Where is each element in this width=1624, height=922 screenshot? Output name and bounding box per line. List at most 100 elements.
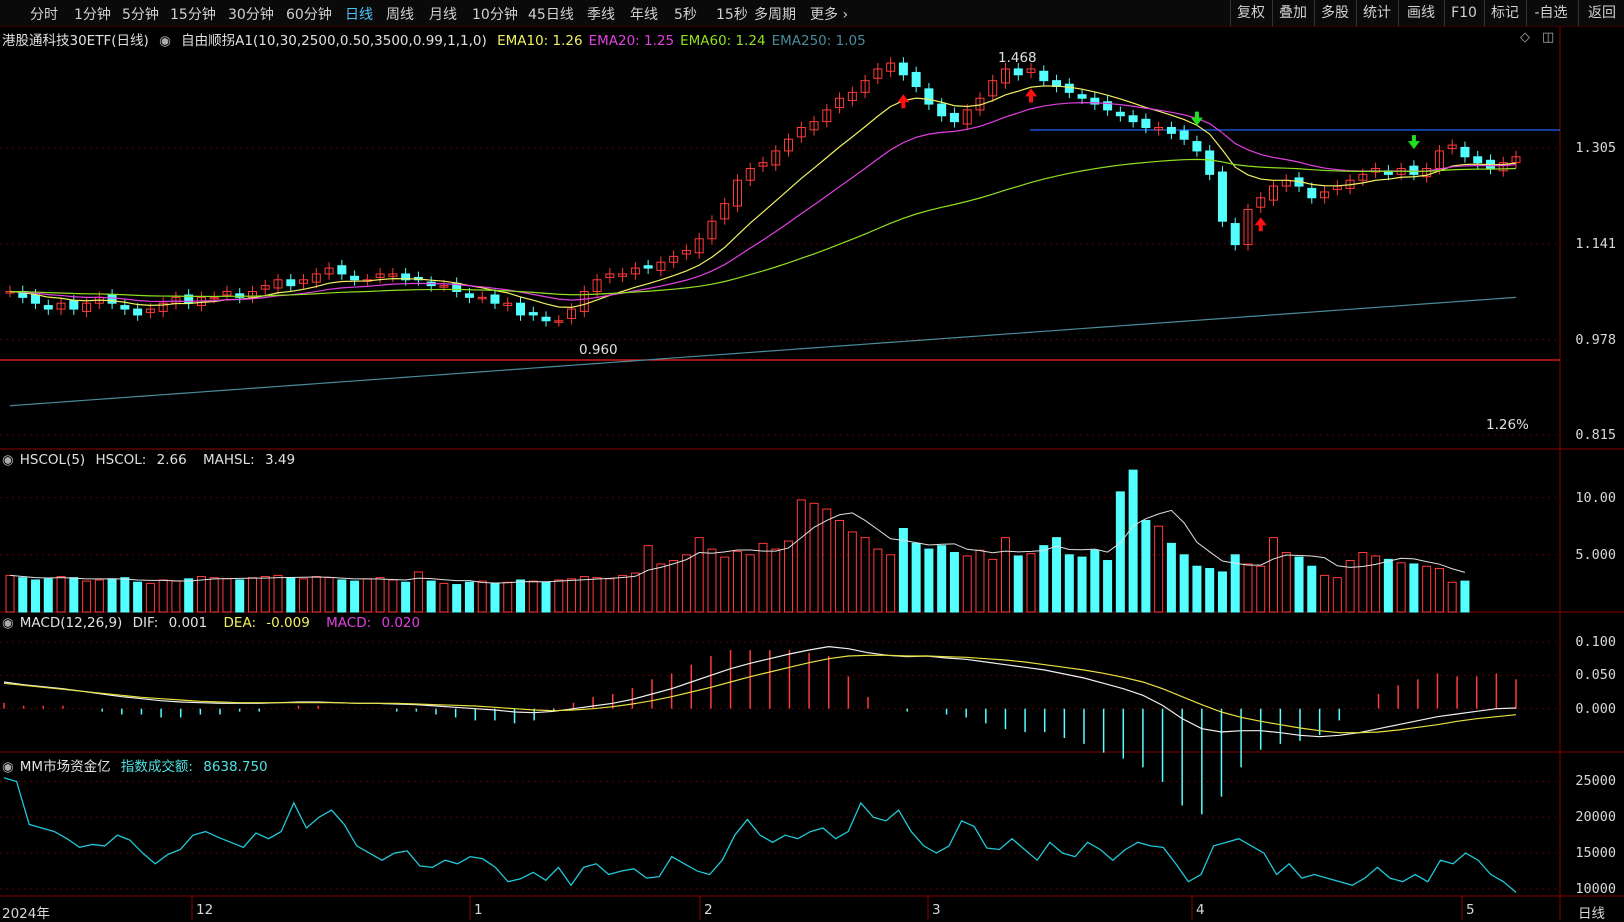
main-candles [5, 57, 1521, 327]
volume-bar [31, 579, 41, 613]
volume-bar [196, 576, 206, 613]
volume-bar [1294, 556, 1304, 613]
period-tab-10[interactable]: 45日线 [528, 7, 574, 23]
toolbar-button-5[interactable]: F10 [1444, 0, 1483, 26]
volume-bar [911, 542, 921, 613]
candle-body [311, 273, 321, 283]
mahsl-line [9, 509, 1466, 584]
volume-tick-label: 10.00 [1575, 489, 1616, 506]
volume-bar [222, 578, 232, 613]
toggle-icon[interactable]: ◉ [2, 615, 14, 631]
fund-chart [3, 777, 1517, 893]
volume-bar [235, 579, 245, 613]
volume-bar [554, 579, 564, 613]
period-tab-12[interactable]: 年线 [630, 7, 658, 23]
volume-bar [835, 519, 845, 613]
period-tab-2[interactable]: 5分钟 [122, 7, 159, 23]
index-turnover-label: 指数成交额: [120, 759, 193, 775]
price-tick-label: 1.141 [1575, 236, 1616, 253]
macd-tick-label: 0.000 [1575, 700, 1616, 717]
candle-body [1026, 68, 1036, 73]
indicator-name[interactable]: 自由顺拐A1(10,30,2500,0.50,3500,0.99,1,1,0) [181, 33, 487, 49]
chart-grid [0, 26, 1624, 920]
candle-body [401, 273, 411, 281]
indicator-toggle-icon[interactable]: ◉ [159, 33, 171, 49]
volume-bar [1383, 558, 1393, 613]
fund-title[interactable]: MM市场资金亿 [19, 759, 111, 775]
fund-tick-label: 10000 [1575, 880, 1616, 897]
candle-body [1141, 118, 1151, 129]
dif-label: DIF: [132, 615, 159, 631]
period-tab-11[interactable]: 季线 [587, 7, 615, 23]
volume-bar [324, 577, 334, 613]
fund-tick-label: 15000 [1575, 845, 1616, 862]
hscol-title[interactable]: HSCOL(5) [19, 452, 86, 468]
period-tab-1[interactable]: 1分钟 [74, 7, 111, 23]
toolbar-button-7[interactable]: -自选 [1526, 0, 1575, 26]
candle-body [1103, 101, 1113, 111]
candle-body [69, 300, 79, 310]
period-corner-label[interactable]: 日线 [1578, 906, 1605, 922]
toolbar-button-6[interactable]: 标记 [1484, 0, 1525, 26]
period-tab-15[interactable]: 多周期 [754, 7, 796, 23]
candle-body [835, 97, 845, 109]
window-icon[interactable]: ◫ [1542, 30, 1555, 45]
volume-bar [184, 578, 194, 613]
candle-body [656, 261, 666, 271]
volume-bar [1154, 525, 1164, 613]
candle-body [120, 305, 130, 310]
volume-bar [567, 578, 577, 613]
period-tab-16[interactable]: 更多 › [810, 7, 849, 23]
volume-bar [1192, 565, 1202, 613]
volume-bar [107, 578, 117, 613]
candle-body [605, 273, 615, 278]
period-tab-3[interactable]: 15分钟 [170, 7, 216, 23]
security-title[interactable]: 港股通科技30ETF(日线) [2, 33, 149, 49]
period-tab-4[interactable]: 30分钟 [228, 7, 274, 23]
period-tab-6[interactable]: 日线 [345, 7, 373, 23]
macd-title[interactable]: MACD(12,26,9) [19, 615, 123, 631]
candle-body [1422, 168, 1432, 178]
volume-bar [1090, 549, 1100, 613]
volume-bar [1409, 563, 1419, 613]
candle-body [324, 267, 334, 275]
toolbar-button-2[interactable]: 多股 [1314, 0, 1355, 26]
period-tab-13[interactable]: 5秒 [674, 7, 697, 23]
x-tick-label: 3 [932, 902, 941, 918]
toolbar-button-4[interactable]: 画线 [1398, 0, 1443, 26]
toolbar-button-8[interactable]: 返回 [1578, 0, 1624, 26]
candle-body [1000, 68, 1010, 84]
period-tab-5[interactable]: 60分钟 [286, 7, 332, 23]
candle-body [771, 150, 781, 166]
fund-panel-header: ◉ MM市场资金亿 指数成交额: 8638.750 [2, 755, 280, 775]
period-tab-0[interactable]: 分时 [30, 7, 58, 23]
volume-bar [873, 548, 883, 613]
volume-bar [975, 549, 985, 613]
period-tab-7[interactable]: 周线 [386, 7, 414, 23]
period-tab-8[interactable]: 月线 [429, 7, 457, 23]
toggle-icon[interactable]: ◉ [2, 759, 14, 775]
volume-bar [260, 576, 270, 613]
volume-bar [1243, 563, 1253, 613]
toolbar-button-1[interactable]: 叠加 [1272, 0, 1313, 26]
period-tab-14[interactable]: 15秒 [716, 7, 748, 23]
candle-body [1090, 97, 1100, 105]
diamond-icon[interactable]: ◇ [1520, 30, 1530, 45]
period-tab-9[interactable]: 10分钟 [472, 7, 518, 23]
volume-bar [1460, 580, 1470, 613]
toolbar-button-3[interactable]: 统计 [1356, 0, 1397, 26]
toolbar-button-0[interactable]: 复权 [1230, 0, 1271, 26]
ema-line-250 [9, 296, 1517, 407]
dea-label: DEA: [223, 615, 256, 631]
candle-body [528, 312, 538, 316]
candle-body [1077, 94, 1087, 99]
hscol-label: HSCOL: [95, 452, 147, 468]
volume-bar [1422, 565, 1432, 613]
volume-bar [847, 531, 857, 613]
volume-bar [962, 555, 972, 613]
toggle-icon[interactable]: ◉ [2, 452, 14, 468]
candle-body [516, 302, 526, 316]
volume-bar [1230, 554, 1240, 613]
volume-bar [1371, 555, 1381, 613]
